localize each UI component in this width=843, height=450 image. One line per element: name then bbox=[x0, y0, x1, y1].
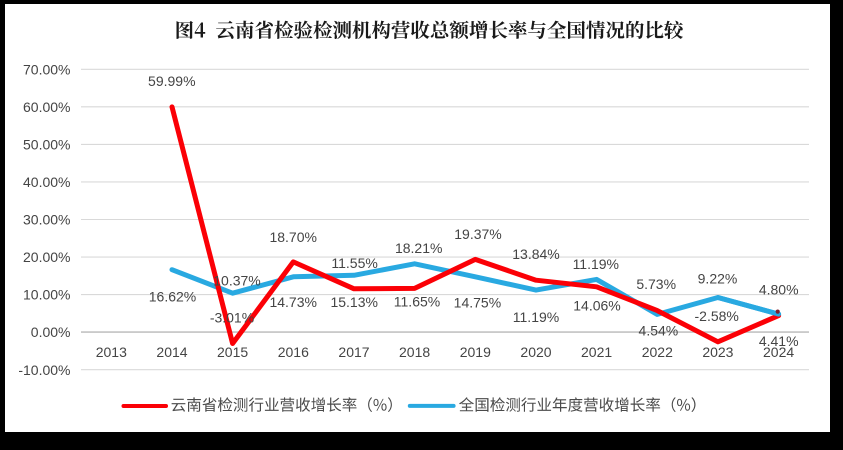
svg-text:59.99%: 59.99% bbox=[148, 73, 195, 89]
svg-text:2022: 2022 bbox=[642, 344, 673, 360]
svg-text:2013: 2013 bbox=[96, 344, 127, 360]
svg-text:11.19%: 11.19% bbox=[573, 256, 619, 272]
svg-text:14.75%: 14.75% bbox=[454, 295, 501, 311]
svg-text:2021: 2021 bbox=[581, 344, 612, 360]
svg-text:4.41%: 4.41% bbox=[759, 333, 799, 349]
svg-text:10.37%: 10.37% bbox=[213, 272, 260, 288]
svg-text:70.00%: 70.00% bbox=[23, 61, 70, 77]
svg-text:2014: 2014 bbox=[156, 344, 187, 360]
svg-text:2018: 2018 bbox=[399, 344, 430, 360]
svg-text:11.65%: 11.65% bbox=[394, 294, 440, 310]
svg-text:11.55%: 11.55% bbox=[331, 255, 377, 271]
svg-text:2016: 2016 bbox=[278, 344, 309, 360]
svg-text:0.00%: 0.00% bbox=[31, 324, 71, 340]
svg-text:2020: 2020 bbox=[520, 344, 551, 360]
svg-text:2023: 2023 bbox=[702, 344, 733, 360]
svg-text:2017: 2017 bbox=[338, 344, 369, 360]
svg-text:4.80%: 4.80% bbox=[759, 281, 799, 297]
svg-text:10.00%: 10.00% bbox=[23, 287, 70, 303]
svg-text:13.84%: 13.84% bbox=[512, 246, 559, 262]
svg-text:5.73%: 5.73% bbox=[636, 276, 676, 292]
svg-text:-10.00%: -10.00% bbox=[18, 362, 70, 378]
svg-text:18.21%: 18.21% bbox=[395, 240, 442, 256]
svg-text:14.73%: 14.73% bbox=[269, 294, 316, 310]
svg-text:18.70%: 18.70% bbox=[269, 229, 316, 245]
svg-text:20.00%: 20.00% bbox=[23, 249, 70, 265]
svg-text:19.37%: 19.37% bbox=[454, 226, 501, 242]
svg-text:11.19%: 11.19% bbox=[513, 309, 559, 325]
svg-text:50.00%: 50.00% bbox=[23, 137, 70, 153]
svg-text:14.06%: 14.06% bbox=[573, 298, 620, 314]
svg-text:-3.01%: -3.01% bbox=[210, 310, 254, 326]
svg-text:30.00%: 30.00% bbox=[23, 212, 70, 228]
svg-text:16.62%: 16.62% bbox=[149, 288, 196, 304]
svg-text:2019: 2019 bbox=[460, 344, 491, 360]
svg-text:15.13%: 15.13% bbox=[330, 294, 377, 310]
svg-text:-2.58%: -2.58% bbox=[695, 308, 739, 324]
svg-text:60.00%: 60.00% bbox=[23, 99, 70, 115]
svg-text:4.54%: 4.54% bbox=[639, 322, 679, 338]
svg-text:2024: 2024 bbox=[763, 344, 794, 360]
svg-text:2015: 2015 bbox=[217, 344, 248, 360]
svg-text:40.00%: 40.00% bbox=[23, 174, 70, 190]
svg-text:9.22%: 9.22% bbox=[698, 270, 738, 286]
